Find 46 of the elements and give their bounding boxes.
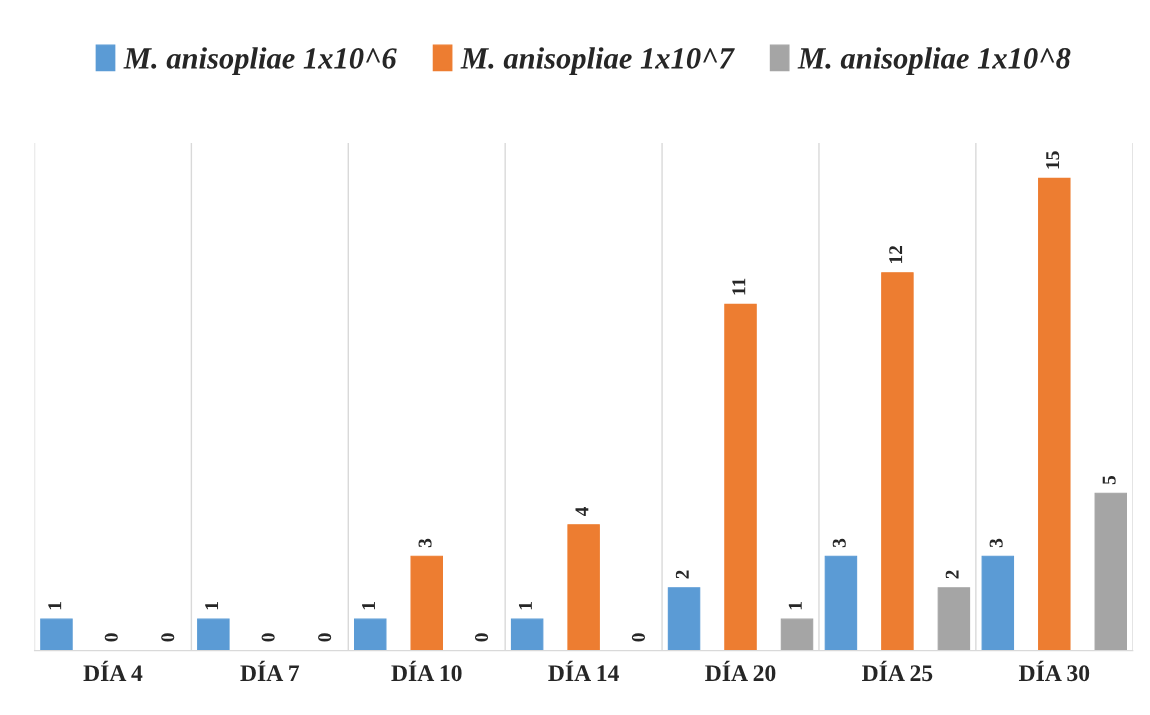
data-label: 0 [104,633,118,642]
legend-label: M. anisopliae 1x10^7 [460,47,735,75]
data-label: 2 [945,570,959,579]
data-label: 2 [675,570,689,579]
bar [724,303,757,651]
bar [1038,177,1071,651]
legend-label: M. anisopliae 1x10^8 [797,47,1071,75]
data-label: 12 [889,245,903,263]
legend-label: M. anisopliae 1x10^6 [123,47,397,75]
x-tick-label: DÍA 30 [1018,660,1090,682]
bar [354,618,387,651]
bar [567,524,600,651]
data-label: 0 [161,633,175,642]
data-label: 1 [518,602,532,610]
data-label: 0 [474,633,489,642]
x-tick-label: DÍA 7 [240,660,300,681]
data-label: 3 [989,538,1003,548]
data-label: 0 [318,633,332,642]
x-tick-label: DÍA 14 [548,660,619,681]
data-label: 1 [48,602,62,610]
x-tick-label: DÍA 4 [83,660,143,681]
x-tick-label: DÍA 25 [862,660,933,682]
data-label: 1 [788,602,802,610]
data-label: 5 [1102,475,1116,485]
bar [510,618,544,651]
data-label: 1 [205,602,219,610]
data-label: 11 [732,278,746,295]
x-tick-label: DÍA 20 [705,660,776,682]
bar [197,618,230,651]
bar [1094,492,1128,651]
bar [667,587,701,651]
data-label: 15 [1046,151,1060,169]
data-label: 3 [418,538,432,548]
bar [410,555,443,651]
data-label: 3 [832,538,846,548]
bar [40,618,73,651]
bar [981,555,1015,651]
bar [780,618,814,651]
x-tick-label: DÍA 10 [391,660,462,682]
data-label: 4 [575,507,589,517]
data-label: 0 [261,633,275,642]
bar [824,555,858,651]
data-label: 1 [362,602,375,610]
bar [937,587,971,651]
bar [881,272,914,651]
data-label: 0 [631,633,645,642]
